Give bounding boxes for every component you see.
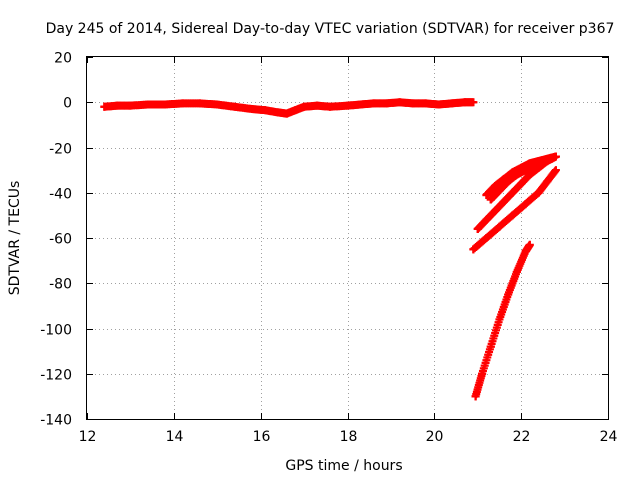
data-point — [512, 267, 521, 276]
data-point — [525, 240, 534, 249]
data-point — [551, 166, 560, 175]
data-point — [512, 170, 521, 179]
data-point — [482, 215, 491, 224]
data-point — [230, 102, 239, 111]
x-tick-label: 12 — [79, 429, 97, 445]
data-point — [408, 99, 417, 108]
y-tick-label: -80 — [49, 277, 72, 293]
data-point — [447, 99, 456, 108]
data-point — [421, 99, 430, 108]
data-point — [126, 101, 135, 110]
grid-lines — [87, 57, 608, 419]
data-point — [282, 109, 291, 118]
data-point — [543, 177, 552, 186]
x-tick-label: 20 — [426, 429, 444, 445]
data-point — [213, 100, 222, 109]
data-point — [486, 342, 495, 351]
data-point — [534, 188, 543, 197]
y-tick-label: 0 — [63, 96, 72, 112]
data-point — [274, 108, 283, 117]
data-point — [482, 234, 491, 242]
data-point — [508, 211, 517, 220]
data-point — [343, 101, 352, 110]
data-point — [143, 100, 152, 109]
data-point — [356, 100, 365, 109]
y-tick-label: -60 — [49, 232, 72, 248]
data-point — [491, 206, 500, 215]
data-point — [382, 99, 391, 108]
data-point — [495, 222, 504, 231]
y-tick-label: -20 — [49, 142, 72, 158]
data-point — [300, 102, 309, 111]
data-point — [291, 106, 300, 115]
y-tick-label: -140 — [40, 413, 72, 429]
x-tick-label: 22 — [513, 429, 531, 445]
y-tick-label: -40 — [49, 187, 72, 203]
data-series-2 — [473, 152, 560, 233]
data-point — [521, 200, 530, 209]
data-point — [486, 195, 495, 204]
chart-title: Day 245 of 2014, Sidereal Day-to-day VTE… — [46, 21, 615, 37]
data-point — [113, 101, 122, 110]
data-point — [517, 179, 526, 188]
data-points — [100, 98, 560, 401]
data-point — [161, 100, 170, 109]
data-series-1 — [100, 98, 478, 118]
data-point — [261, 106, 270, 115]
data-point — [469, 245, 478, 254]
data-point — [326, 102, 335, 111]
data-point — [395, 98, 404, 107]
data-point — [313, 101, 322, 110]
data-point — [495, 315, 504, 324]
data-point — [473, 224, 482, 233]
x-tick-label: 18 — [340, 429, 358, 445]
data-point — [100, 102, 109, 111]
tick-labels: 12 14 16 18 20 22 24 -140 -120 -100 -80 -60 -40 -20 0 2… — [40, 51, 617, 446]
axis-ticks — [87, 57, 609, 420]
y-tick-label: -100 — [40, 323, 72, 339]
plot-frame — [86, 56, 609, 420]
data-point — [504, 290, 513, 299]
data-point — [491, 181, 500, 190]
data-point — [460, 98, 469, 107]
data-point — [504, 177, 513, 186]
y-tick-label: 20 — [54, 51, 72, 67]
x-tick-label: 14 — [166, 429, 184, 445]
data-point — [508, 188, 517, 197]
data-point — [538, 157, 547, 166]
data-point — [521, 247, 530, 256]
data-point — [478, 369, 487, 378]
data-point — [547, 154, 556, 163]
data-point — [178, 99, 187, 108]
data-point — [495, 186, 504, 195]
data-point — [551, 152, 560, 161]
data-point — [482, 191, 491, 200]
data-series-5 — [469, 166, 560, 254]
data-point — [469, 98, 478, 107]
data-point — [195, 99, 204, 108]
y-tick-label: -120 — [40, 368, 72, 384]
data-point — [434, 100, 443, 109]
data-point — [499, 197, 508, 206]
data-point — [247, 105, 256, 114]
y-axis-label: SDTVAR / TECUs — [7, 181, 23, 296]
data-series-6 — [471, 240, 534, 401]
data-point — [471, 392, 480, 401]
data-point — [369, 99, 378, 108]
x-tick-label: 16 — [253, 429, 271, 445]
data-point — [530, 161, 539, 170]
data-point — [521, 166, 530, 175]
x-axis-label: GPS time / hours — [285, 458, 402, 474]
x-tick-label: 24 — [600, 429, 618, 445]
data-series-4 — [486, 154, 556, 204]
